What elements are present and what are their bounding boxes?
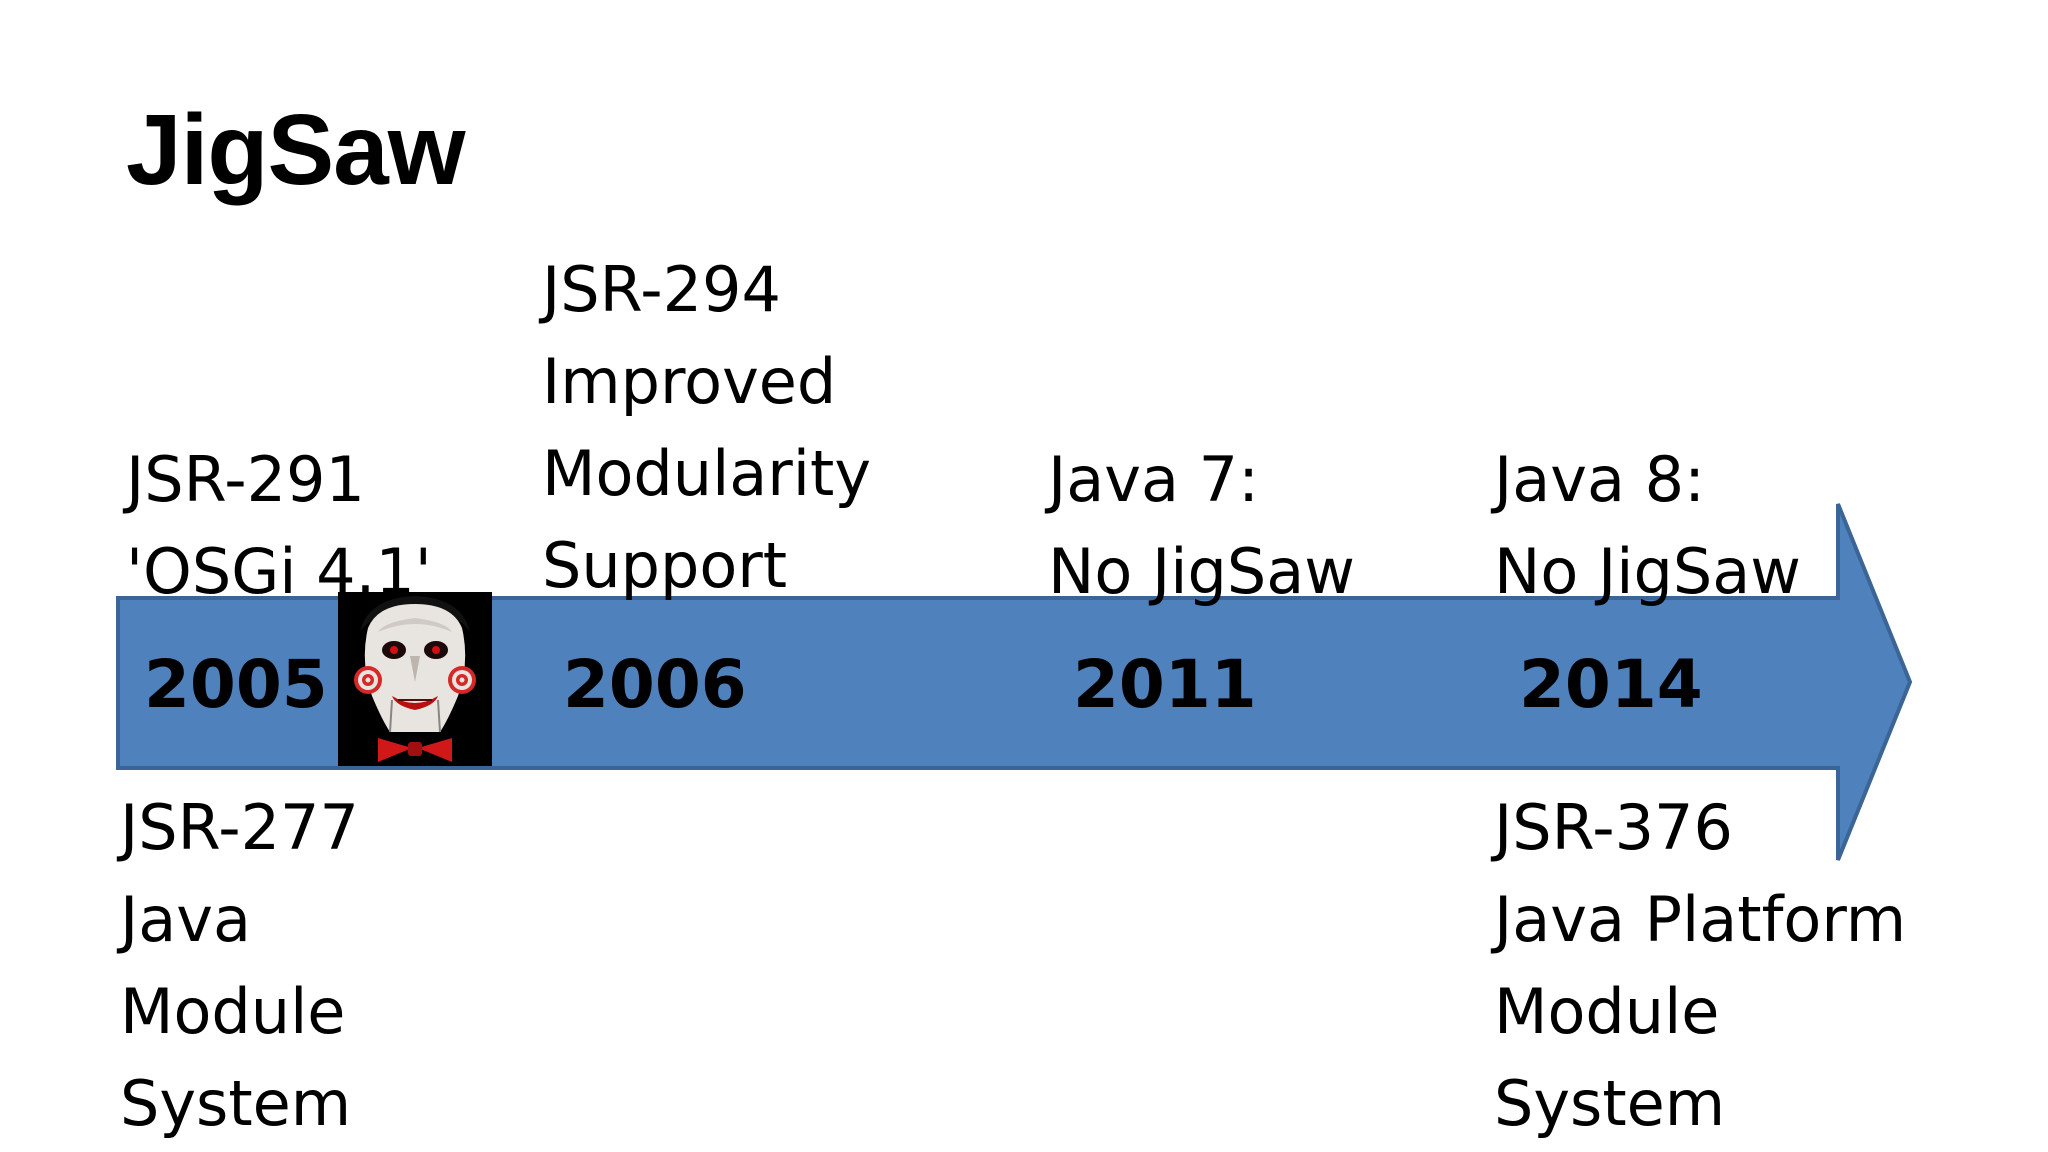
note-line: Support (542, 529, 788, 602)
year-label-2006: 2006 (563, 646, 747, 723)
note-jsr-277: JSR-277 Java Module System (120, 782, 359, 1150)
note-java-8: Java 8: No JigSaw (1494, 434, 1801, 618)
note-line: JSR-294 (542, 253, 781, 326)
note-line: No JigSaw (1494, 535, 1801, 608)
note-line: JSR-291 (126, 443, 365, 516)
jigsaw-puppet-icon (338, 592, 492, 766)
note-line: Modularity (542, 437, 872, 510)
year-label-2005: 2005 (144, 646, 328, 723)
note-line: Java 7: (1048, 443, 1260, 516)
note-line: 'OSGi 4.1' (126, 535, 432, 608)
note-line: Java Platform (1494, 883, 1907, 956)
note-jsr-376: JSR-376 Java Platform Module System (1494, 782, 1906, 1150)
note-line: JSR-277 (120, 791, 359, 864)
note-jsr-291: JSR-291 'OSGi 4.1' (126, 434, 432, 618)
note-line: Java (120, 883, 251, 956)
note-java-7: Java 7: No JigSaw (1048, 434, 1355, 618)
note-line: Java 8: (1494, 443, 1706, 516)
note-jsr-294: JSR-294 Improved Modularity Support (542, 244, 871, 612)
note-line: No JigSaw (1048, 535, 1355, 608)
note-line: System (120, 1067, 352, 1140)
arrow-shape (116, 503, 1913, 861)
year-label-2014: 2014 (1519, 646, 1703, 723)
note-line: Module (1494, 975, 1720, 1048)
slide-title: JigSaw (126, 94, 466, 206)
jigsaw-puppet-image (338, 592, 492, 766)
note-line: JSR-376 (1494, 791, 1733, 864)
year-label-2011: 2011 (1073, 646, 1257, 723)
note-line: System (1494, 1067, 1726, 1140)
note-line: Improved (542, 345, 837, 418)
note-line: Module (120, 975, 346, 1048)
